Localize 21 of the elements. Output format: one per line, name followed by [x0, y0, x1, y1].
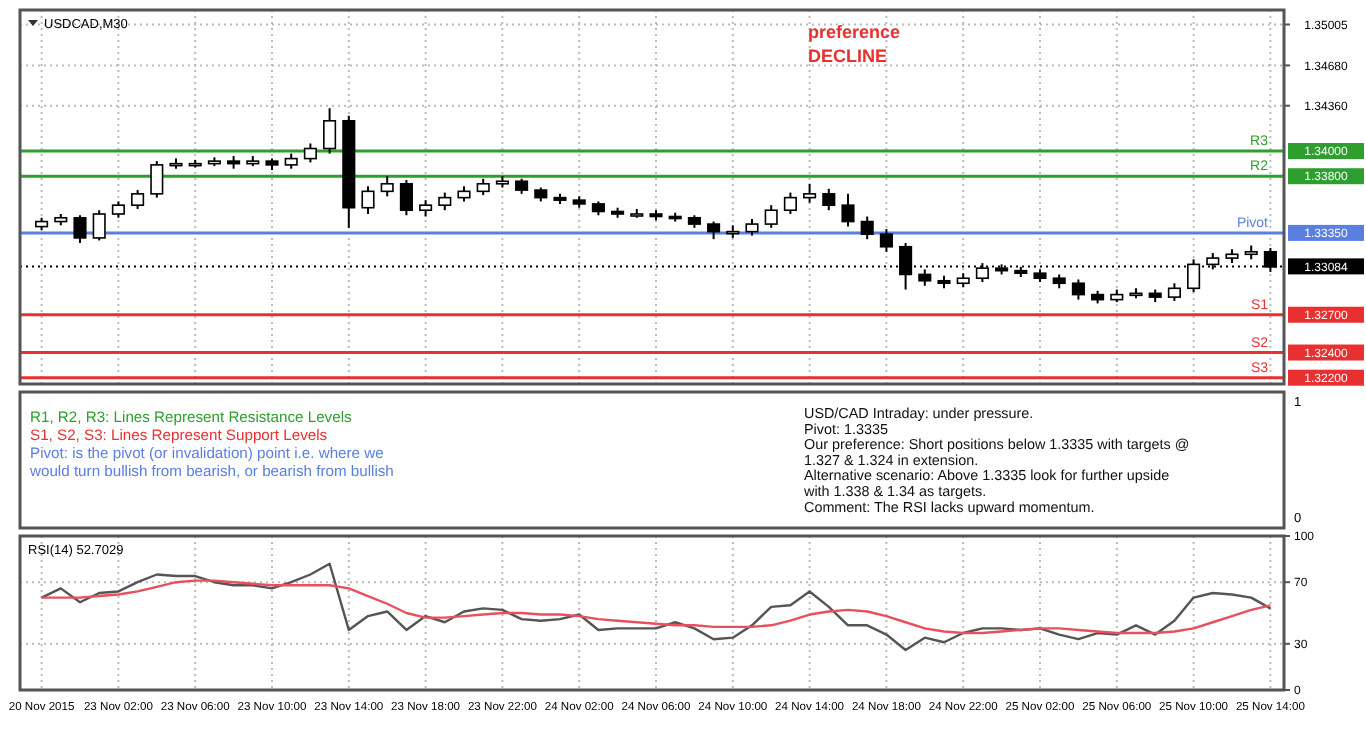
line-series	[40, 562, 1272, 652]
annotation: DECLINE	[808, 46, 888, 66]
candlestick	[764, 204, 778, 229]
candlestick	[361, 185, 375, 215]
candlestick	[131, 189, 145, 210]
candlestick	[399, 179, 413, 217]
candlestick	[150, 160, 164, 199]
candlestick	[803, 182, 817, 204]
candlestick	[822, 187, 836, 212]
candlestick	[1071, 278, 1085, 301]
candlestick	[380, 175, 394, 198]
candlestick	[841, 192, 855, 228]
candlestick	[879, 228, 893, 253]
candlestick	[73, 214, 87, 244]
annotation: preference	[808, 22, 901, 42]
line-series	[40, 579, 1272, 635]
candlestick	[783, 191, 797, 215]
candlestick	[303, 142, 317, 164]
candlestick	[860, 215, 874, 241]
candlestick	[92, 209, 106, 242]
candlestick	[323, 107, 337, 155]
